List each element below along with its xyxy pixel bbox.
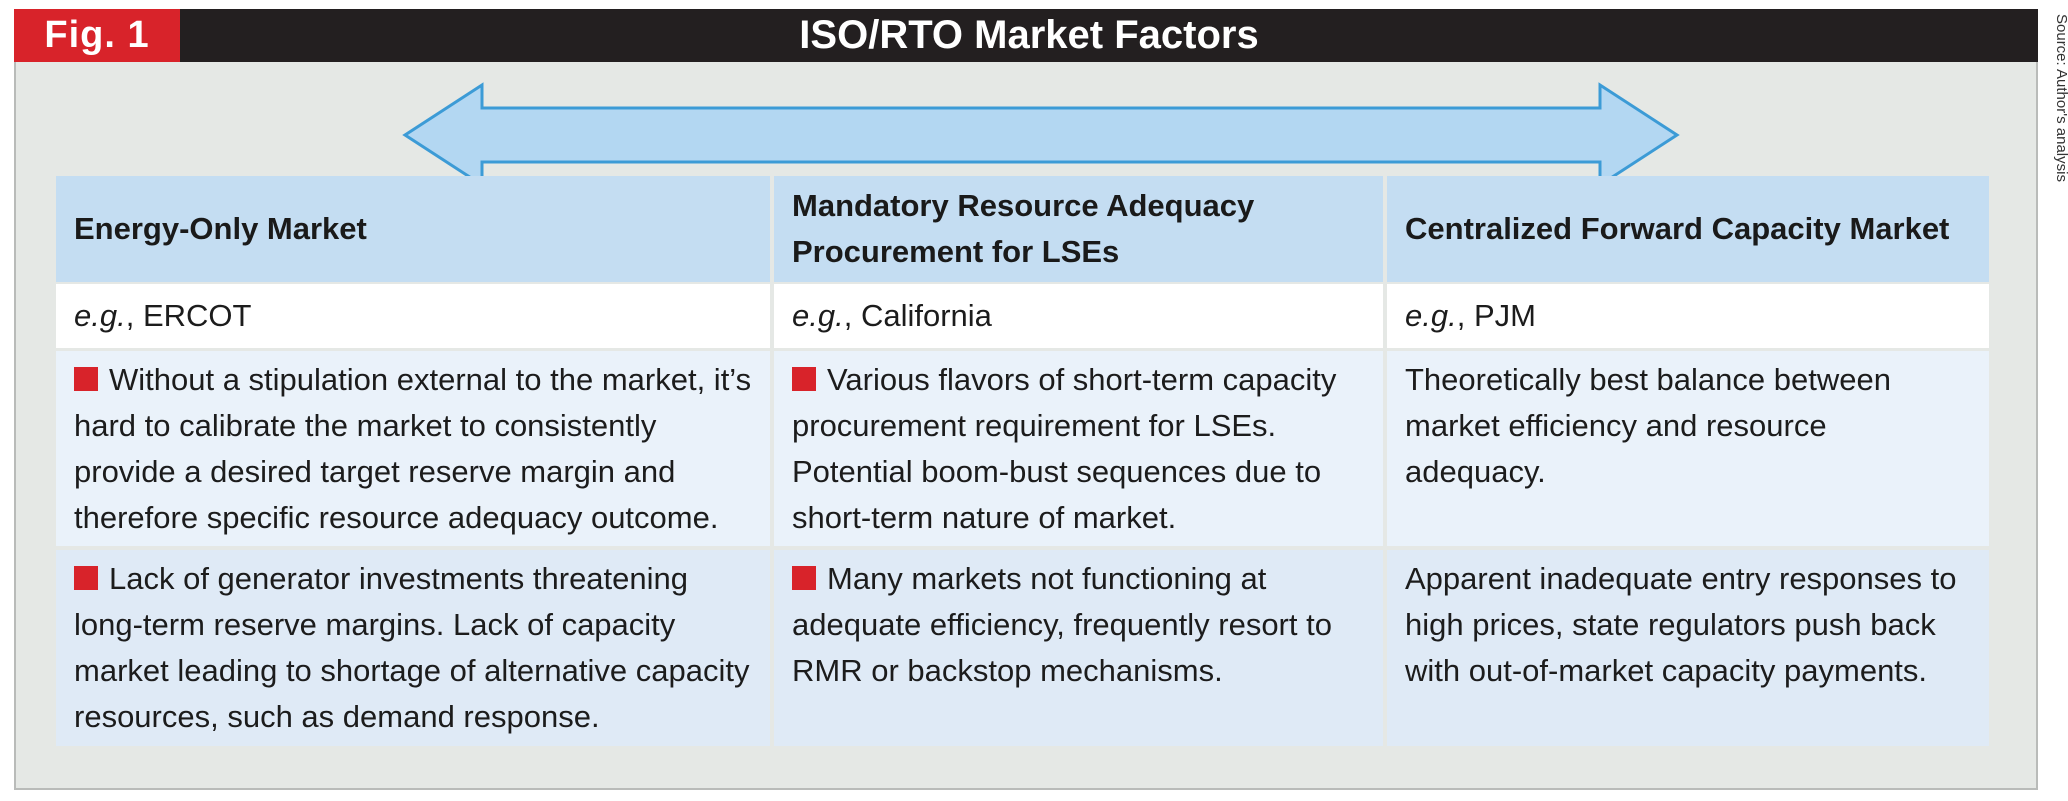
column-header-mandatory-procurement: Mandatory Resource Adequacy Procurement … — [774, 176, 1383, 282]
red-square-bullet-icon — [74, 566, 98, 590]
figure-label: Fig. 1 — [14, 9, 180, 62]
table-row: Lack of generator investments threatenin… — [56, 550, 1989, 746]
example-prefix: e.g. — [1405, 298, 1457, 333]
red-square-bullet-icon — [74, 367, 98, 391]
table-cell: Lack of generator investments threatenin… — [56, 550, 770, 746]
cell-text: Many markets not functioning at adequate… — [792, 561, 1332, 688]
example-value: , California — [843, 298, 992, 333]
table-cell: Apparent inadequate entry responses to h… — [1387, 550, 1989, 746]
table-cell: Many markets not functioning at adequate… — [774, 550, 1383, 746]
table-header-row: Energy-Only Market Mandatory Resource Ad… — [56, 176, 1989, 282]
double-arrow-icon — [402, 82, 1680, 188]
example-cell: e.g., PJM — [1387, 284, 1989, 348]
example-cell: e.g., California — [774, 284, 1383, 348]
figure-header-bar — [14, 9, 2038, 62]
column-header-forward-capacity: Centralized Forward Capacity Market — [1387, 176, 1989, 282]
cell-text: Apparent inadequate entry responses to h… — [1405, 561, 1957, 688]
red-square-bullet-icon — [792, 367, 816, 391]
source-note: Source: Author's analysis — [2053, 14, 2068, 182]
example-value: , PJM — [1456, 298, 1536, 333]
cell-text: Without a stipulation external to the ma… — [74, 362, 752, 535]
cell-text: Lack of generator investments threatenin… — [74, 561, 750, 734]
example-prefix: e.g. — [792, 298, 844, 333]
table-row: Without a stipulation external to the ma… — [56, 351, 1989, 546]
table-example-row: e.g., ERCOT e.g., California e.g., PJM — [56, 284, 1989, 348]
example-value: , ERCOT — [125, 298, 252, 333]
example-prefix: e.g. — [74, 298, 126, 333]
example-cell: e.g., ERCOT — [56, 284, 770, 348]
red-square-bullet-icon — [792, 566, 816, 590]
figure-title: ISO/RTO Market Factors — [799, 13, 1259, 57]
cell-text: Various flavors of short-term capacity p… — [792, 362, 1337, 535]
table-cell: Various flavors of short-term capacity p… — [774, 351, 1383, 546]
column-header-energy-only: Energy-Only Market — [56, 176, 770, 282]
cell-text: Theoretically best balance between marke… — [1405, 362, 1891, 489]
table-cell: Without a stipulation external to the ma… — [56, 351, 770, 546]
table-cell: Theoretically best balance between marke… — [1387, 351, 1989, 546]
double-arrow-shape — [402, 82, 1680, 188]
